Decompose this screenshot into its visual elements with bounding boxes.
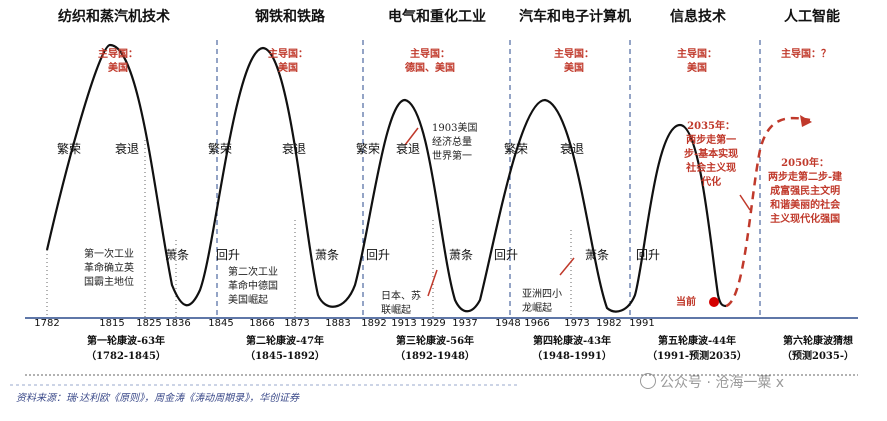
year-label: 1948	[495, 318, 521, 329]
phase-prosperity: 繁荣	[208, 142, 233, 156]
phase-recovery: 回升	[366, 248, 391, 262]
phase-depression: 萧条	[585, 248, 610, 262]
wave-label: 第二轮康波-47年 （1845-1892）	[245, 336, 325, 362]
year-label: 1845	[208, 318, 234, 329]
wave-label: 第六轮康波猜想 （预测2035-）	[782, 336, 854, 362]
year-label: 1825	[136, 318, 162, 329]
watermark: 公众号 · 沧海一粟 x	[640, 372, 784, 392]
year-label: 1883	[325, 318, 351, 329]
year-label: 1929	[420, 318, 446, 329]
phase-recession: 衰退	[115, 142, 140, 156]
year-label: 1815	[99, 318, 125, 329]
era-title: 纺织和蒸汽机技术	[58, 9, 170, 25]
dominant-country: 主导国： 德国、美国	[405, 49, 455, 74]
phase-depression: 萧条	[165, 248, 190, 262]
note-2035-goal: 2035年： 两步走第一 步-基本实现 社会主义现 代化	[684, 121, 739, 188]
current-dot	[709, 297, 719, 307]
wave-label: 第四轮康波-43年 （1948-1991）	[532, 336, 612, 362]
current-label: 当前	[676, 297, 696, 308]
era-title: 汽车和电子计算机	[519, 9, 631, 25]
phase-depression: 萧条	[449, 248, 474, 262]
phase-prosperity: 繁荣	[57, 142, 82, 156]
year-label: 1913	[391, 318, 417, 329]
year-label: 1836	[165, 318, 191, 329]
era-title: 信息技术	[670, 9, 726, 25]
year-label: 1991	[629, 318, 655, 329]
dominant-country: 主导国： 美国	[677, 49, 717, 74]
dominant-country: 主导国： 美国	[98, 49, 138, 74]
year-label: 1937	[452, 318, 478, 329]
phase-recession: 衰退	[396, 142, 421, 156]
wave-label: 第五轮康波-44年 （1991-预测2035）	[647, 336, 747, 362]
note-us-economy: 1903美国 经济总量 世界第一	[432, 123, 478, 162]
phase-recovery: 回升	[494, 248, 519, 262]
phase-recovery: 回升	[216, 248, 241, 262]
era-title: 电气和重化工业	[388, 9, 486, 25]
phase-depression: 萧条	[315, 248, 340, 262]
year-label: 1892	[361, 318, 387, 329]
phase-recovery: 回升	[636, 248, 661, 262]
dominant-country: 主导国：？	[781, 49, 831, 60]
year-label: 1782	[34, 318, 60, 329]
source-note: 资料来源：瑞·达利欧《原则》，周金涛《涛动周期录》，华创证券	[16, 393, 300, 404]
note-second-revolution: 第二次工业 革命中德国 美国崛起	[228, 267, 278, 306]
dominant-country: 主导国： 美国	[554, 49, 594, 74]
dominant-country: 主导国： 美国	[268, 49, 308, 74]
year-label: 1973	[564, 318, 590, 329]
year-label: 1966	[524, 318, 550, 329]
note-japan-ussr: 日本、苏 联崛起	[381, 291, 421, 316]
era-title: 人工智能	[784, 9, 840, 25]
phase-recession: 衰退	[560, 142, 585, 156]
kondratiev-curve	[45, 43, 727, 313]
future-projection	[725, 116, 811, 308]
note-first-revolution: 第一次工业 革命确立英 国霸主地位	[84, 249, 134, 288]
era-title: 钢铁和铁路	[255, 9, 325, 25]
year-label: 1982	[596, 318, 622, 329]
wave-label: 第一轮康波-63年 （1782-1845）	[86, 336, 166, 362]
note-2050-goal: 2050年： 两步走第二步-建 成富强民主文明 和谐美丽的社会 主义现代化强国	[768, 158, 843, 225]
wave-label: 第三轮康波-56年 （1892-1948）	[395, 336, 475, 362]
year-label: 1873	[284, 318, 310, 329]
phase-prosperity: 繁荣	[504, 142, 529, 156]
wechat-icon	[640, 373, 656, 389]
phase-recession: 衰退	[282, 142, 307, 156]
year-label: 1866	[249, 318, 275, 329]
phase-prosperity: 繁荣	[356, 142, 381, 156]
note-asian-tigers: 亚洲四小 龙崛起	[522, 289, 562, 314]
